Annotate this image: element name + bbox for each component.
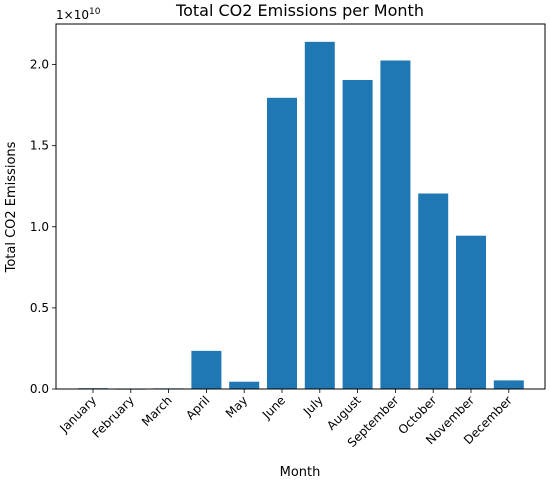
bar-october bbox=[418, 193, 449, 389]
bar-april bbox=[191, 350, 222, 389]
y-tick-label-1: 0.5 bbox=[30, 301, 49, 315]
bar-june bbox=[267, 97, 297, 390]
bar-august bbox=[342, 79, 373, 389]
y-tick-label-2: 1.0 bbox=[30, 220, 49, 234]
y-tick-label-3: 1.5 bbox=[30, 139, 49, 153]
x-tick-label-february: February bbox=[89, 393, 137, 441]
bar-september bbox=[380, 60, 411, 389]
x-axis-label: Month bbox=[280, 465, 321, 480]
y-tick-label-0: 0.0 bbox=[30, 382, 49, 396]
bars-group bbox=[78, 41, 524, 390]
x-tick-label-july: July bbox=[300, 393, 326, 419]
y-axis-offset-exponent: 10 bbox=[89, 7, 101, 17]
y-axis-offset-base: 1×10 bbox=[56, 8, 89, 22]
x-tick-label-april: April bbox=[183, 393, 212, 422]
bar-july bbox=[304, 41, 335, 389]
y-axis-label: Total CO2 Emissions bbox=[4, 141, 19, 273]
plot-frame bbox=[55, 23, 546, 390]
y-axis: 0.0 0.5 1.0 1.5 2.0 bbox=[30, 58, 56, 396]
bar-december bbox=[493, 380, 524, 389]
bar-november bbox=[456, 235, 486, 389]
x-tick-label-june: June bbox=[259, 393, 288, 422]
chart-title: Total CO2 Emissions per Month bbox=[175, 1, 424, 20]
x-tick-label-march: March bbox=[139, 393, 175, 429]
y-axis-offset-label: 1×1010 bbox=[56, 7, 101, 22]
y-tick-label-4: 2.0 bbox=[30, 58, 49, 72]
bar-may bbox=[229, 381, 260, 389]
x-tick-label-may: May bbox=[223, 393, 250, 420]
